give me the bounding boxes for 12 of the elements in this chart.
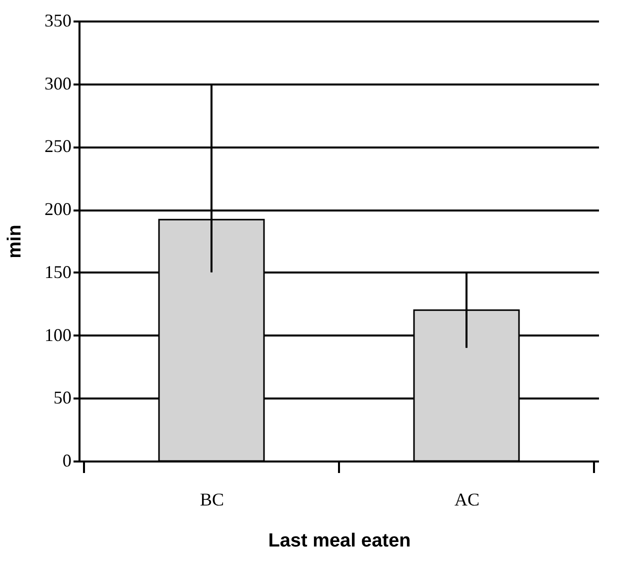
- y-tick-label: 250: [44, 136, 72, 156]
- x-axis-title: Last meal eaten: [268, 530, 411, 552]
- y-axis-title: min: [4, 224, 26, 258]
- y-tick-label: 150: [44, 262, 72, 282]
- y-tick-label: 350: [44, 10, 72, 30]
- y-tick-label: 50: [54, 388, 72, 408]
- y-tick-label: 100: [44, 324, 72, 345]
- y-tick-label: 300: [44, 73, 72, 94]
- y-tick-label: 0: [62, 450, 72, 470]
- x-tick-label: AC: [454, 490, 480, 510]
- x-tick-label: BC: [200, 490, 224, 510]
- y-tick-label: 200: [44, 199, 72, 220]
